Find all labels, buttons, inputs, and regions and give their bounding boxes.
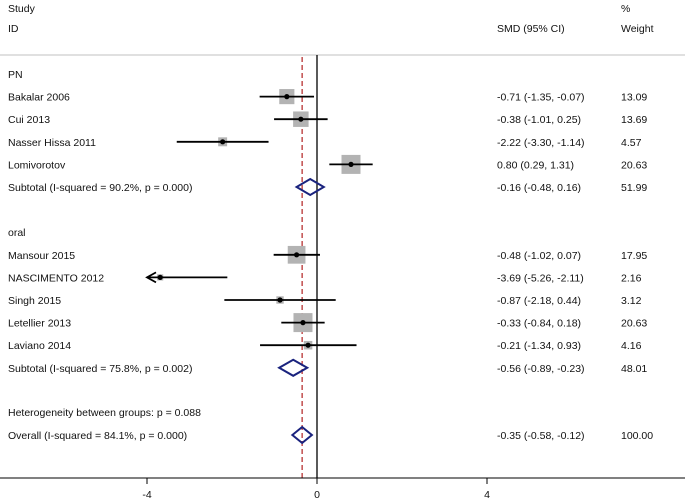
study-label: Cui 2013 (8, 114, 50, 126)
subtotal-label: Subtotal (I-squared = 90.2%, p = 0.000) (8, 182, 192, 194)
point-estimate (157, 274, 163, 280)
study-label: Mansour 2015 (8, 250, 75, 262)
study-weight: 3.12 (621, 295, 642, 307)
study-weight: 4.16 (621, 340, 642, 352)
study-ci: -0.33 (-0.84, 0.18) (497, 318, 581, 330)
overall-diamond (290, 425, 314, 445)
point-estimate (300, 320, 306, 326)
subtotal-label: Subtotal (I-squared = 75.8%, p = 0.002) (8, 363, 192, 375)
header-effect: SMD (95% CI) (497, 23, 565, 35)
study-ci: -0.38 (-1.01, 0.25) (497, 114, 581, 126)
subtotal-weight: 48.01 (621, 363, 647, 375)
point-estimate (277, 297, 283, 303)
subtotal-weight: 51.99 (621, 182, 647, 194)
header-weight: Weight (621, 23, 654, 35)
study-label: Nasser Hissa 2011 (8, 137, 96, 149)
study-ci: -0.71 (-1.35, -0.07) (497, 92, 585, 104)
x-tick-label: 0 (314, 489, 320, 501)
study-ci: 0.80 (0.29, 1.31) (497, 159, 574, 171)
study-label: Singh 2015 (8, 295, 61, 307)
header-pct: % (621, 3, 630, 15)
overall-weight: 100.00 (621, 430, 653, 442)
study-weight: 20.63 (621, 318, 647, 330)
group-label: oral (8, 227, 26, 239)
point-estimate (284, 94, 290, 100)
study-ci: -0.87 (-2.18, 0.44) (497, 295, 581, 307)
study-ci: -3.69 (-5.26, -2.11) (497, 272, 584, 284)
x-tick-label: -4 (142, 489, 151, 501)
study-ci: -0.48 (-1.02, 0.07) (497, 250, 581, 262)
subtotal-ci: -0.16 (-0.48, 0.16) (497, 182, 581, 194)
heterogeneity-label: Heterogeneity between groups: p = 0.088 (8, 407, 201, 419)
study-weight: 2.16 (621, 272, 642, 284)
header-study: Study (8, 3, 36, 15)
study-label: Letellier 2013 (8, 318, 71, 330)
x-tick-label: 4 (484, 489, 490, 501)
header-id: ID (8, 23, 19, 35)
study-weight: 13.09 (621, 92, 647, 104)
study-label: Lomivorotov (8, 159, 66, 171)
point-estimate (294, 252, 300, 258)
study-weight: 4.57 (621, 137, 642, 149)
study-label: Bakalar 2006 (8, 92, 70, 104)
study-label: NASCIMENTO 2012 (8, 272, 104, 284)
point-estimate (348, 161, 354, 167)
study-weight: 13.69 (621, 114, 647, 126)
overall-ci: -0.35 (-0.58, -0.12) (497, 430, 585, 442)
study-weight: 17.95 (621, 250, 647, 262)
point-estimate (305, 342, 311, 348)
group-label: PN (8, 69, 23, 81)
subtotal-ci: -0.56 (-0.89, -0.23) (497, 363, 585, 375)
study-label: Laviano 2014 (8, 340, 71, 352)
subtotal-diamond (277, 358, 310, 377)
study-weight: 20.63 (621, 159, 647, 171)
point-estimate (298, 116, 304, 122)
point-estimate (220, 139, 226, 145)
study-ci: -2.22 (-3.30, -1.14) (497, 137, 585, 149)
study-ci: -0.21 (-1.34, 0.93) (497, 340, 581, 352)
overall-label: Overall (I-squared = 84.1%, p = 0.000) (8, 430, 187, 442)
subtotal-diamond (294, 177, 326, 197)
